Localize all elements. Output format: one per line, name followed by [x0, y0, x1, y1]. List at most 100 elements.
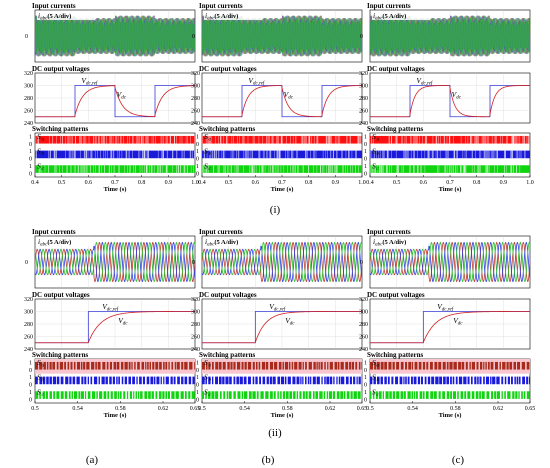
- switch-tick-one: 1: [29, 134, 32, 140]
- switch-a-pulse: [320, 361, 323, 370]
- vdc-label-subscript: dc: [458, 322, 464, 327]
- switching-title: Switching patterns: [32, 125, 88, 133]
- switch-c-band: [202, 165, 362, 173]
- vdc-line: [202, 311, 362, 344]
- switch-c-pulse: [471, 391, 475, 399]
- current-scale: (5 A/div): [382, 239, 406, 246]
- switch-c-pulse: [42, 391, 46, 399]
- switch-a-pulse: [453, 361, 457, 370]
- switch-tick-one: 1: [29, 149, 32, 155]
- switch-c-pulse: [223, 391, 226, 399]
- switch-a-pulse: [340, 361, 344, 370]
- switch-b-pulse: [431, 376, 435, 385]
- switch-a-pulse: [274, 361, 278, 370]
- current-scale: (5 A/div): [214, 13, 238, 20]
- voltage-tick-260: 260: [24, 335, 33, 341]
- switch-tick-one: 1: [196, 149, 199, 155]
- switch-a-pulse: [35, 361, 39, 370]
- switch-c-pulse: [87, 391, 91, 399]
- switch-c-pulse: [162, 391, 165, 399]
- current-label-bg: [204, 11, 262, 20]
- current-label-text: iabc(5 A/div): [373, 11, 406, 22]
- switch-a-pulse: [305, 361, 307, 370]
- switch-b-pulse: [188, 376, 192, 385]
- switch-a-pulse: [159, 361, 162, 370]
- switch-a-pulse: [247, 361, 252, 370]
- switch-a-pulse: [377, 361, 380, 370]
- current-label-text: iabc(5 A/div): [205, 11, 238, 22]
- switch-b-pulse: [252, 376, 255, 385]
- switch-c-pulse: [68, 391, 71, 399]
- x-axis-label: Time (s): [104, 412, 127, 419]
- switch-c-pulse: [280, 391, 282, 399]
- switch-c-pulse: [293, 391, 296, 399]
- switch-c-pulse: [135, 391, 137, 399]
- switch-b-pulse: [490, 376, 492, 385]
- dc-voltage-title: DC output voltages: [367, 65, 425, 73]
- switch-c-pulse: [496, 391, 500, 399]
- switch-c-pulse: [501, 391, 503, 399]
- switch-tick-one: 1: [364, 360, 367, 366]
- switch-a-pulse: [52, 361, 56, 370]
- reference-voltage-line: [35, 85, 195, 118]
- switch-b-pulse: [519, 376, 521, 385]
- switch-a-pulse: [485, 361, 487, 370]
- switch-b-pulse: [81, 376, 84, 385]
- switch-b-pulse: [296, 376, 300, 385]
- voltage-tick-260: 260: [191, 335, 200, 341]
- switch-a-subscript: a: [209, 364, 212, 369]
- switch-a-pulse: [222, 361, 226, 370]
- switch-a-pulse: [113, 361, 117, 370]
- switch-a-pulse: [168, 361, 170, 370]
- switch-b-pulse: [329, 376, 333, 385]
- switch-b-pulse: [458, 376, 463, 385]
- switch-a-pulse: [219, 361, 222, 370]
- switch-b-pulse: [292, 376, 296, 385]
- x-tick-1.0: 1.0: [191, 180, 199, 186]
- vref-label-main: V: [248, 76, 254, 85]
- switch-a-pulse: [134, 361, 136, 370]
- voltage-tick-240: 240: [24, 121, 33, 127]
- currents-zero-tick: 0: [25, 34, 28, 40]
- switch-tick-zero: 0: [29, 142, 32, 148]
- switch-c-pulse: [202, 391, 205, 399]
- switch-c-pulse: [39, 391, 41, 399]
- switching-title: Switching patterns: [199, 125, 255, 133]
- x-tick-0.5: 0.5: [58, 180, 66, 186]
- switch-a-pulse: [189, 361, 193, 370]
- vdc-line: [35, 85, 196, 118]
- switch-c-pulse: [252, 391, 256, 399]
- switch-b-pulse: [307, 376, 310, 385]
- switch-b-pulse: [413, 376, 417, 385]
- vdc-line: [202, 85, 362, 118]
- switch-b-pulse: [173, 376, 176, 385]
- current-scale-label: iabc(5 A/div): [372, 237, 430, 248]
- switch-a-pulse: [147, 361, 149, 370]
- switch-a-pulse: [422, 361, 426, 370]
- switch-b-pulse: [399, 376, 403, 385]
- switch-c-label: S: [204, 387, 208, 396]
- switch-tick-one: 1: [364, 375, 367, 381]
- switch-c-pulse: [302, 391, 305, 399]
- switch-b-pulse: [165, 376, 169, 385]
- switch-c-pulse: [475, 391, 479, 399]
- switch-c-pulse: [313, 391, 315, 399]
- switch-c-pulse: [407, 391, 411, 399]
- switch-b-pulse: [356, 376, 358, 385]
- switch-c-pulse: [460, 391, 464, 399]
- switch-c-pulse: [416, 391, 418, 399]
- current-label-text: iabc(5 A/div): [205, 237, 238, 248]
- switch-c-pulse: [442, 391, 446, 399]
- current-subscript: abc: [40, 17, 48, 22]
- switch-b-pulse: [405, 376, 407, 385]
- switch-a-label: S: [37, 358, 41, 367]
- switch-b-pulse: [163, 376, 165, 385]
- vdc-label-subscript: dc: [456, 96, 462, 101]
- switch-c-pulse: [140, 391, 143, 399]
- switch-c-label: S: [372, 387, 376, 396]
- switch-tick-zero: 0: [196, 397, 199, 403]
- switch-b-subscript: b: [42, 152, 45, 157]
- switch-a-pulse: [438, 361, 442, 370]
